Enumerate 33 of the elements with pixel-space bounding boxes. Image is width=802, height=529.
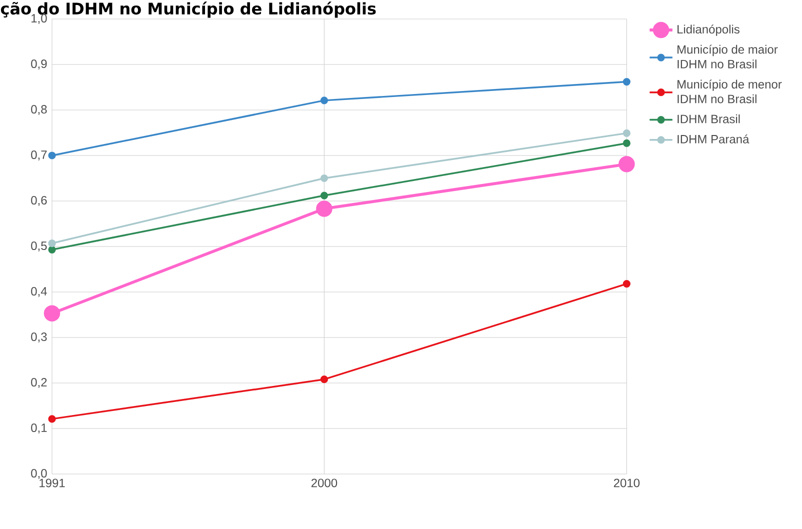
- point: [320, 376, 328, 384]
- point: [316, 200, 332, 217]
- point: [622, 78, 630, 86]
- legend-label: IDHM Paraná: [678, 134, 750, 144]
- point: [622, 139, 630, 148]
- y-tick-label: 0,9: [31, 60, 47, 70]
- point: [622, 129, 630, 138]
- y-tick-label: 0,8: [31, 105, 47, 115]
- y-tick-label: 0,0: [31, 469, 47, 479]
- point: [48, 152, 56, 160]
- x-tick-label: 1991: [40, 478, 65, 488]
- point: [320, 174, 328, 182]
- point: [48, 246, 56, 254]
- x-tick-label: 2000: [311, 478, 338, 488]
- x-tick-label: 2010: [614, 478, 640, 488]
- legend-label: IDHM Brasil: [678, 114, 740, 124]
- point: [48, 240, 56, 248]
- legend-label: Município de menor IDHM no Brasil: [678, 80, 782, 104]
- point: [618, 156, 635, 172]
- legend-label: Lidianópolis: [678, 24, 740, 36]
- point: [48, 415, 56, 423]
- y-tick-label: 0,3: [31, 332, 47, 342]
- legend-label: Município de maior IDHM no Brasil: [678, 44, 778, 68]
- point: [320, 192, 328, 200]
- y-tick-label: 0,7: [31, 150, 47, 160]
- y-tick-label: 0,1: [31, 424, 47, 434]
- y-tick-label: 0,5: [31, 242, 47, 252]
- y-tick-label: 0,4: [31, 287, 47, 297]
- point: [44, 305, 60, 322]
- y-tick-label: 0,2: [31, 378, 47, 388]
- point: [320, 96, 328, 104]
- point: [622, 280, 630, 288]
- y-tick-label: 0,6: [31, 196, 47, 206]
